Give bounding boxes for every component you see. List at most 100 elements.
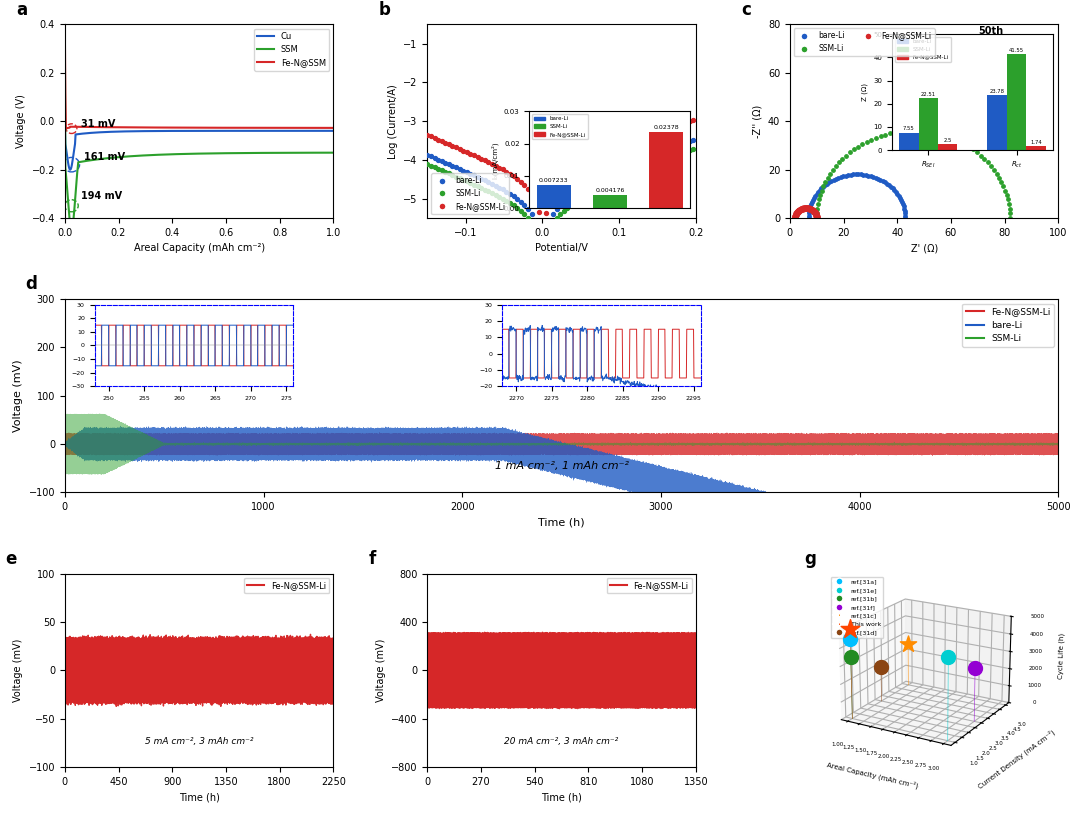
Point bbox=[602, 149, 619, 162]
Point bbox=[623, 159, 640, 172]
Point bbox=[874, 175, 891, 188]
Point bbox=[805, 204, 822, 217]
Point bbox=[806, 206, 823, 219]
Point bbox=[881, 126, 899, 140]
Point bbox=[598, 151, 616, 164]
Point bbox=[642, 161, 659, 174]
Legend: Fe-N@SSM-Li, bare-Li, SSM-Li: Fe-N@SSM-Li, bare-Li, SSM-Li bbox=[962, 304, 1054, 347]
Point bbox=[591, 183, 608, 196]
Point bbox=[484, 177, 501, 190]
Point bbox=[548, 211, 565, 224]
Point bbox=[800, 202, 818, 215]
Point bbox=[606, 176, 623, 189]
Point bbox=[674, 147, 691, 160]
Point bbox=[980, 156, 997, 169]
Point bbox=[484, 187, 501, 200]
Point bbox=[988, 167, 1005, 180]
Point bbox=[430, 162, 447, 175]
Point bbox=[660, 124, 677, 137]
Point bbox=[458, 145, 475, 158]
Point bbox=[422, 159, 440, 172]
Point bbox=[677, 145, 694, 158]
Point bbox=[808, 211, 825, 224]
Point bbox=[584, 187, 602, 200]
Point bbox=[895, 202, 913, 215]
Point bbox=[878, 177, 895, 190]
Point bbox=[681, 115, 699, 128]
Point bbox=[999, 193, 1016, 206]
Point bbox=[808, 211, 825, 224]
Point bbox=[794, 202, 811, 215]
Point bbox=[436, 166, 454, 179]
Point bbox=[563, 170, 580, 183]
Point bbox=[865, 171, 882, 184]
Point bbox=[530, 206, 548, 219]
Point bbox=[490, 190, 508, 203]
Text: d: d bbox=[25, 276, 37, 294]
Point bbox=[947, 133, 964, 146]
Point bbox=[807, 189, 824, 202]
Point bbox=[480, 175, 497, 188]
Point bbox=[998, 188, 1015, 202]
Point bbox=[462, 147, 480, 160]
Point bbox=[537, 227, 554, 240]
Text: 194 mV: 194 mV bbox=[81, 190, 122, 201]
Point bbox=[458, 166, 475, 179]
Point bbox=[814, 180, 832, 193]
Point bbox=[993, 175, 1010, 188]
Point bbox=[666, 141, 684, 154]
Point bbox=[534, 262, 551, 275]
Point bbox=[896, 206, 914, 220]
Point bbox=[819, 171, 836, 184]
Point bbox=[419, 149, 436, 162]
Point bbox=[887, 185, 904, 198]
Legend: Cu, SSM, Fe-N@SSM: Cu, SSM, Fe-N@SSM bbox=[254, 29, 329, 71]
Point bbox=[928, 126, 945, 140]
Point bbox=[609, 166, 626, 179]
Point bbox=[867, 131, 885, 144]
Point bbox=[895, 200, 913, 213]
Point bbox=[652, 127, 670, 140]
Y-axis label: Voltage (mV): Voltage (mV) bbox=[13, 359, 23, 432]
Point bbox=[823, 175, 840, 188]
Point bbox=[515, 178, 532, 191]
Point bbox=[786, 211, 804, 224]
Text: 50th: 50th bbox=[978, 26, 1003, 36]
Point bbox=[623, 169, 640, 182]
Point bbox=[558, 172, 576, 185]
Point bbox=[645, 130, 662, 143]
Point bbox=[808, 208, 825, 221]
Point bbox=[852, 168, 869, 181]
Point bbox=[789, 205, 807, 218]
Point bbox=[808, 210, 825, 223]
Point bbox=[674, 118, 691, 131]
Point bbox=[523, 187, 540, 200]
Point bbox=[617, 143, 634, 156]
Y-axis label: Current Density (mA cm⁻²): Current Density (mA cm⁻²) bbox=[976, 728, 1056, 790]
X-axis label: Time (h): Time (h) bbox=[538, 517, 585, 528]
Point bbox=[584, 157, 602, 171]
X-axis label: Potential/V: Potential/V bbox=[536, 243, 588, 253]
Point bbox=[893, 196, 910, 209]
Point bbox=[455, 144, 472, 157]
Point bbox=[519, 182, 537, 195]
Point bbox=[813, 184, 831, 197]
Text: g: g bbox=[805, 550, 816, 568]
Point bbox=[802, 203, 820, 216]
Point bbox=[598, 180, 616, 193]
Point bbox=[813, 182, 831, 195]
Point bbox=[883, 182, 901, 195]
Point bbox=[890, 189, 907, 202]
Point bbox=[674, 138, 691, 151]
Point bbox=[858, 135, 875, 149]
Point bbox=[612, 144, 630, 157]
Point bbox=[795, 202, 812, 215]
Point bbox=[512, 175, 529, 188]
Point bbox=[441, 157, 458, 171]
Point bbox=[956, 138, 973, 151]
Point bbox=[441, 138, 458, 151]
Point bbox=[834, 153, 851, 166]
Point bbox=[631, 166, 648, 179]
Point bbox=[801, 202, 819, 215]
Point bbox=[638, 133, 656, 146]
